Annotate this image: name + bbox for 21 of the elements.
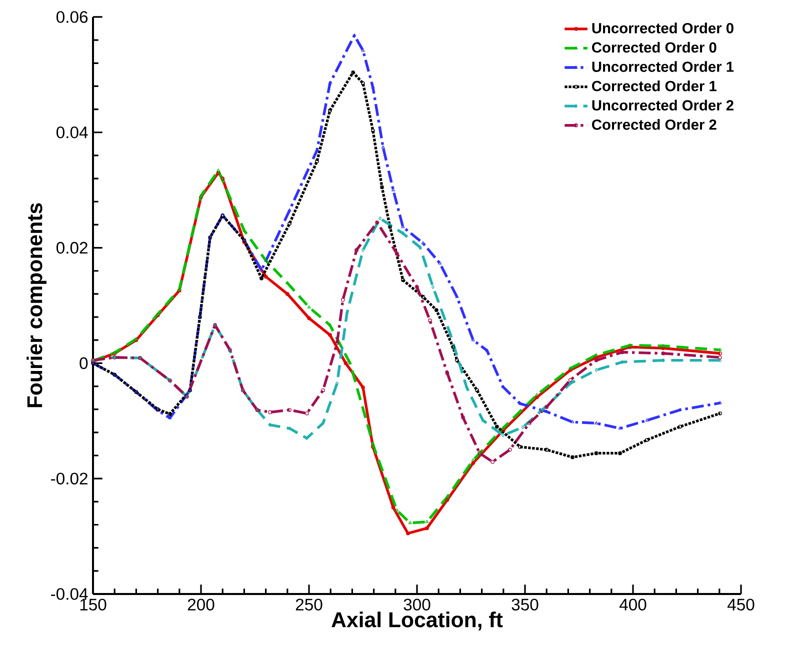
y-tick-label: 0.04 — [56, 126, 88, 138]
y-tick-label: -0.04 — [51, 588, 88, 600]
y-tick-label: 0.06 — [56, 11, 88, 23]
x-tick-label: 450 — [727, 598, 754, 610]
y-tick-label: -0.02 — [51, 472, 88, 484]
legend-label: Uncorrected Order 2 — [592, 100, 734, 111]
x-tick-label: 200 — [188, 598, 214, 610]
legend-label: Uncorrected Order 1 — [592, 61, 734, 72]
x-tick-label: 250 — [296, 598, 322, 610]
y-tick-label: 0 — [80, 357, 88, 370]
y-tick-label: 0.02 — [56, 242, 88, 254]
x-tick-label: 350 — [512, 598, 538, 610]
x-tick-label: 300 — [404, 598, 430, 610]
x-axis-title: Axial Location, ft — [332, 612, 503, 630]
x-tick-label: 150 — [80, 598, 106, 610]
x-tick-label: 400 — [619, 598, 646, 610]
legend-label: Uncorrected Order 0 — [592, 22, 734, 34]
legend-label: Corrected Order 0 — [592, 42, 716, 53]
y-axis-title: Fourier components — [26, 203, 46, 408]
legend-label: Corrected Order 1 — [592, 80, 717, 92]
legend-label: Corrected Order 2 — [592, 119, 716, 130]
